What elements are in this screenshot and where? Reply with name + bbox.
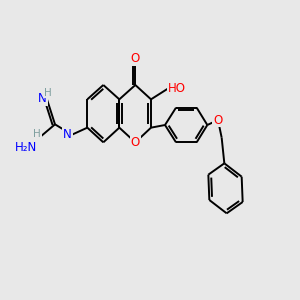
Text: N: N: [38, 92, 47, 105]
Text: H: H: [34, 129, 41, 139]
Text: O: O: [131, 52, 140, 65]
Text: O: O: [131, 136, 140, 149]
Text: H₂N: H₂N: [15, 141, 37, 154]
Text: N: N: [63, 128, 72, 141]
Text: O: O: [213, 113, 223, 127]
Text: HO: HO: [168, 82, 186, 95]
Text: H: H: [44, 88, 52, 98]
